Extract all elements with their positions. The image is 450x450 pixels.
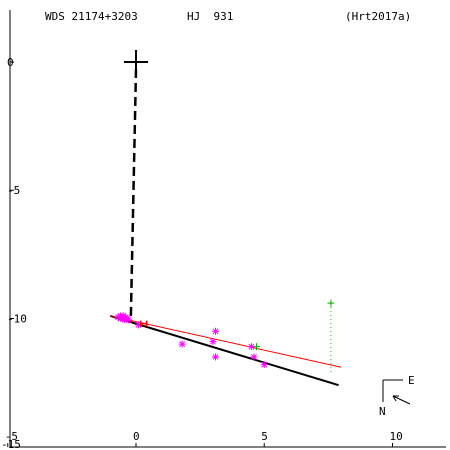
obs-stroke	[212, 328, 219, 335]
x-tick-label: 0	[133, 430, 140, 443]
header-reference: (Hrt2017a)	[345, 10, 412, 23]
observation-point	[209, 338, 217, 346]
compass-east-label: E	[408, 374, 415, 387]
obs-stroke	[261, 361, 268, 368]
observation-point	[178, 340, 186, 348]
observation-point	[114, 313, 122, 321]
orbit-line	[110, 314, 339, 387]
compass-rose: EN	[379, 374, 415, 418]
fit-line	[110, 315, 342, 368]
y-corner-label: -15	[1, 438, 21, 450]
obs-stroke	[209, 338, 216, 345]
obs-stroke	[115, 314, 122, 321]
y-tick-label: -5	[7, 184, 20, 197]
observation-point	[212, 327, 220, 335]
motion-arrow-shaft	[392, 395, 411, 405]
observation-point	[250, 353, 258, 361]
obs-stroke	[125, 316, 132, 323]
obs-stroke	[248, 343, 255, 350]
current-position-marker	[139, 320, 148, 327]
x-tick-label: -5	[5, 430, 18, 443]
plot-marks	[114, 50, 335, 369]
predicted-point	[327, 299, 335, 307]
primary-star-marker	[124, 50, 148, 74]
plot-lines	[110, 69, 342, 387]
x-tick-label: 10	[389, 430, 402, 443]
plot-axes: 0 -5 -10 -5 0 5 10 -15	[1, 10, 446, 450]
motion-arrow-head	[392, 395, 397, 402]
y-tick-label: -10	[7, 312, 27, 325]
x-tick-label: 5	[261, 430, 268, 443]
obs-stroke	[179, 341, 186, 348]
predicted-point	[253, 343, 261, 351]
connector-dashed-line	[129, 69, 138, 316]
compass-north-label: N	[379, 405, 386, 418]
y-tick-label: 0	[7, 56, 14, 69]
observation-point	[260, 361, 268, 369]
observation-point	[124, 316, 132, 324]
obs-stroke	[250, 353, 257, 360]
header-star-name: HJ 931	[187, 10, 234, 23]
observation-point	[212, 353, 220, 361]
obs-stroke	[212, 353, 219, 360]
header-wds-id: WDS 21174+3203	[45, 10, 138, 23]
